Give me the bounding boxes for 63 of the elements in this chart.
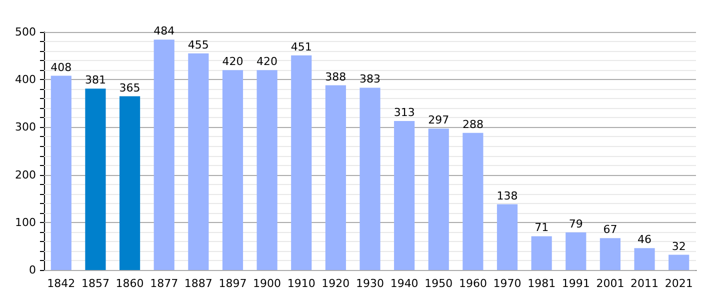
- x-tick-label: 1930: [356, 277, 384, 290]
- bar: [154, 40, 174, 270]
- x-tick-label: 1970: [493, 277, 522, 290]
- data-label: 313: [394, 106, 415, 120]
- x-tick-label: 1860: [116, 277, 144, 290]
- bar: [360, 88, 380, 270]
- data-label: 484: [154, 24, 175, 38]
- data-label: 420: [256, 55, 278, 68]
- y-tick-label: 200: [15, 168, 36, 182]
- x-tick-label: 1900: [253, 277, 282, 290]
- bar: [531, 236, 552, 270]
- data-label: 365: [119, 81, 140, 94]
- bar: [85, 88, 106, 270]
- x-tick-label: 1950: [424, 277, 453, 290]
- bar: [256, 70, 278, 270]
- bar: [600, 238, 621, 270]
- y-tick-label: 500: [15, 26, 36, 38]
- bar: [394, 121, 415, 270]
- bar: [188, 53, 209, 270]
- x-tick-label: 1960: [458, 277, 487, 290]
- data-label: 297: [428, 114, 450, 127]
- data-label: 138: [496, 189, 518, 202]
- y-tick-label: 300: [15, 120, 36, 134]
- bar: [119, 96, 140, 270]
- bar: [325, 85, 346, 270]
- y-tick-label: 0: [29, 264, 36, 276]
- y-tick-label: 100: [15, 216, 36, 229]
- data-label: 408: [50, 60, 72, 74]
- data-label: 451: [290, 40, 312, 54]
- data-label: 288: [462, 118, 484, 131]
- data-label: 383: [360, 72, 380, 86]
- data-label: 420: [222, 55, 244, 68]
- x-tick-label: 1981: [528, 277, 556, 290]
- x-tick-label: 1940: [390, 277, 418, 290]
- x-tick-label: 1842: [47, 277, 76, 290]
- bar: [668, 254, 690, 270]
- data-label: 71: [534, 221, 549, 234]
- bar: [496, 204, 518, 270]
- bar: [50, 76, 72, 270]
- data-label: 455: [188, 38, 209, 52]
- bar: [462, 132, 484, 270]
- x-tick-label: 1920: [322, 277, 350, 290]
- data-label: 32: [672, 240, 686, 253]
- bar: [566, 232, 586, 270]
- x-tick-label: 1877: [150, 277, 178, 290]
- bar: [222, 70, 244, 270]
- x-tick-label: 1991: [562, 277, 590, 290]
- x-tick-label: 2001: [596, 277, 624, 290]
- x-tick-label: 2011: [630, 277, 659, 290]
- data-label: 79: [568, 217, 583, 230]
- x-tick-label: 1897: [218, 277, 247, 290]
- bar: [634, 248, 655, 270]
- bar: [428, 128, 449, 270]
- data-label: 381: [84, 74, 106, 87]
- x-tick-label: 1887: [184, 277, 212, 290]
- x-tick-label: 2021: [664, 277, 693, 290]
- data-label: 388: [325, 70, 346, 84]
- data-label: 46: [638, 233, 652, 246]
- bar: [291, 55, 312, 270]
- data-label: 67: [603, 223, 618, 236]
- x-tick-label: 1857: [81, 277, 110, 290]
- y-tick-label: 400: [15, 73, 36, 86]
- x-tick-label: 1910: [287, 277, 316, 290]
